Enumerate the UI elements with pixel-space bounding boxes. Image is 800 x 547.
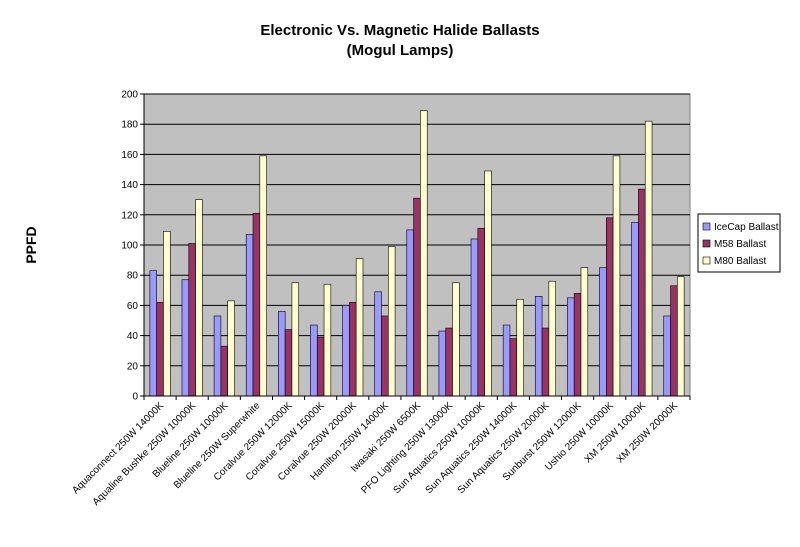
- bar: [502, 324, 511, 397]
- bar: [220, 345, 228, 397]
- y-tick-label: 200: [121, 90, 138, 101]
- legend-label: M80 Ballast: [714, 256, 766, 267]
- bar: [163, 231, 171, 397]
- bar: [213, 315, 222, 397]
- legend-box: [697, 213, 781, 273]
- bar: [580, 267, 589, 397]
- bar: [606, 217, 614, 397]
- bar: [670, 285, 678, 397]
- y-tick-label: 60: [127, 301, 139, 312]
- y-tick-label: 0: [132, 392, 138, 403]
- y-tick-label: 100: [121, 241, 138, 252]
- bar: [677, 276, 685, 397]
- chart-subtitle: (Mogul Lamps): [347, 42, 454, 59]
- bar: [663, 315, 671, 397]
- bar: [631, 222, 639, 397]
- legend-swatch: [702, 239, 711, 248]
- y-tick-label: 180: [121, 120, 138, 131]
- bar: [477, 228, 485, 397]
- y-tick-label: 120: [121, 210, 138, 221]
- bar: [470, 238, 479, 397]
- bar: [245, 234, 254, 397]
- bar: [323, 283, 332, 397]
- bar: [534, 296, 543, 397]
- legend-swatch: [702, 256, 711, 265]
- bar: [381, 315, 389, 397]
- y-tick-label: 80: [127, 271, 139, 282]
- bar: [567, 297, 575, 397]
- x-tick-label: XM 250W 10000K: [583, 400, 648, 465]
- bar: [181, 279, 190, 397]
- bar: [413, 197, 421, 397]
- chart-title: Electronic Vs. Magnetic Halide Ballasts: [260, 22, 539, 39]
- bar: [452, 282, 460, 397]
- legend-label: IceCap Ballast: [714, 222, 779, 233]
- bar: [149, 270, 157, 397]
- y-tick-label: 140: [121, 180, 138, 191]
- bar: [374, 291, 382, 397]
- bar: [342, 305, 350, 397]
- bar: [278, 311, 286, 397]
- bar: [445, 327, 453, 397]
- bar: [509, 338, 518, 397]
- y-tick-label: 20: [127, 361, 139, 372]
- bar: [259, 155, 267, 397]
- bar: [291, 282, 300, 397]
- bar: [387, 246, 396, 397]
- legend-swatch: [702, 222, 711, 231]
- bar: [188, 243, 196, 397]
- x-tick-label: XM 250W 20000K: [615, 400, 680, 465]
- bar: [406, 229, 414, 397]
- bar: [438, 330, 447, 397]
- bar: [516, 299, 524, 397]
- bar: [156, 302, 164, 397]
- bar: [227, 300, 235, 397]
- bar: [599, 267, 607, 397]
- bar: [573, 293, 582, 397]
- bar: [316, 336, 325, 397]
- y-axis-label: PPFD: [23, 226, 39, 263]
- y-axis-ticks: 0 20 40 60 80 100 120 140 160 180 200: [121, 90, 690, 403]
- legend: IceCap Ballast M58 Ballast M80 Ballast: [697, 213, 781, 273]
- bar: [638, 188, 646, 397]
- bars: [149, 110, 685, 397]
- bar: [484, 170, 492, 397]
- bar: [349, 302, 357, 397]
- bar: [548, 280, 556, 397]
- bar: [612, 155, 621, 397]
- bar: [252, 212, 261, 397]
- bar: [195, 199, 203, 397]
- bar: [420, 110, 428, 397]
- y-tick-label: 40: [127, 331, 139, 342]
- y-tick-label: 160: [121, 150, 138, 161]
- bar: [310, 324, 318, 397]
- bar: [284, 329, 293, 397]
- legend-label: M58 Ballast: [714, 239, 766, 250]
- bar: [355, 258, 364, 397]
- bar: [644, 120, 653, 397]
- bar: [541, 327, 550, 397]
